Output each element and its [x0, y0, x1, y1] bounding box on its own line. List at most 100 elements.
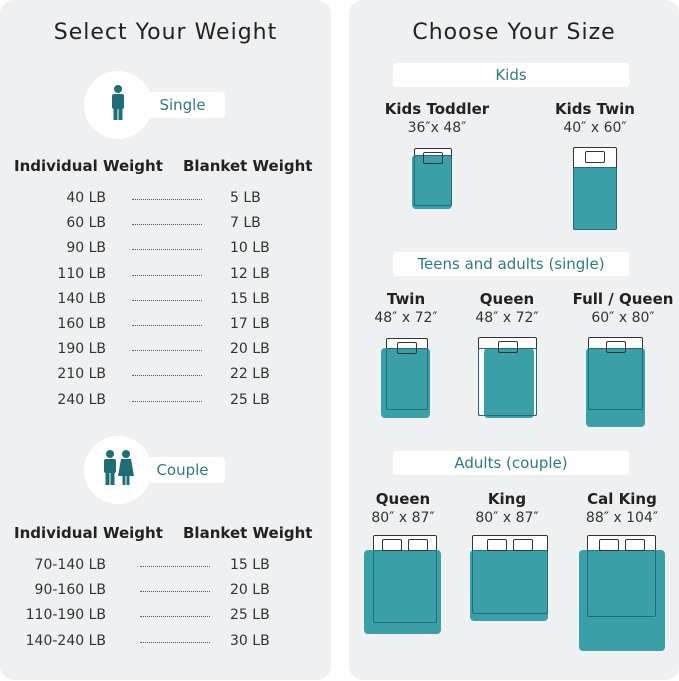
weight-row: 240 LB 25 LB — [0, 392, 331, 412]
section-kids: Kids — [393, 63, 629, 87]
blanket-icon — [586, 348, 645, 427]
blanket-icon — [484, 348, 534, 418]
bed-outline — [588, 348, 643, 410]
bed-dimensions: 60″ x 80″ — [591, 310, 655, 326]
pillow-icon — [605, 341, 626, 353]
individual-weight: 90-160 LB — [34, 582, 106, 599]
pillow-icon — [598, 539, 619, 551]
blanket-weight: 20 LB — [230, 582, 270, 599]
pillow-icon — [487, 539, 507, 551]
bed-dimensions: 40″ x 60″ — [563, 120, 627, 136]
bed-outline — [373, 550, 437, 623]
blanket-weight: 30 LB — [230, 632, 270, 649]
individual-weight: 210 LB — [57, 366, 106, 383]
blanket-weight-header: Blanket Weight — [183, 157, 313, 175]
bed-name: King — [487, 490, 527, 508]
bed-dimensions: 48″ x 72″ — [374, 310, 438, 326]
bed-dimensions: 36″x 48″ — [407, 120, 467, 136]
pillow-icon — [497, 341, 518, 353]
dotted-leader — [132, 199, 202, 200]
blanket-weight: 25 LB — [230, 607, 270, 624]
weight-row: 60 LB 7 LB — [0, 215, 331, 235]
dotted-leader — [132, 299, 202, 301]
dotted-leader — [132, 325, 202, 326]
blanket-icon — [412, 155, 452, 209]
dotted-leader — [132, 400, 202, 402]
dotted-leader — [132, 375, 202, 377]
individual-weight: 40 LB — [66, 190, 106, 206]
individual-weight: 90 LB — [66, 240, 106, 257]
size-title: Choose Your Size — [412, 20, 616, 45]
dotted-leader — [140, 566, 210, 567]
bed-dimensions: 80″ x 87″ — [475, 510, 539, 526]
individual-weight: 110 LB — [57, 265, 106, 282]
blanket-icon — [381, 348, 430, 418]
weight-title: Select Your Weight — [53, 20, 278, 45]
weight-row: 40 LB 5 LB — [0, 190, 331, 210]
pillow-icon — [423, 152, 443, 164]
blanket-weight: 20 LB — [230, 341, 270, 358]
weight-row: 110-190 LB 25 LB — [0, 607, 331, 627]
pillow-icon — [382, 539, 402, 551]
couple-blanket-weight-header: Blanket Weight — [183, 524, 313, 542]
bed-name: Full / Queen — [572, 290, 674, 308]
blanket-weight: 15 LB — [230, 290, 270, 307]
weight-row: 90 LB 10 LB — [0, 240, 331, 260]
individual-weight: 70-140 LB — [34, 557, 106, 573]
weight-row: 210 LB 22 LB — [0, 366, 331, 386]
bed-outline — [478, 348, 537, 416]
weight-row: 160 LB 17 LB — [0, 316, 331, 336]
individual-weight-header: Individual Weight — [14, 157, 163, 175]
individual-weight: 240 LB — [57, 391, 106, 408]
individual-weight: 190 LB — [57, 341, 106, 358]
person-icon — [84, 71, 152, 139]
blanket-weight: 22 LB — [230, 366, 270, 383]
weight-row: 90-160 LB 20 LB — [0, 582, 331, 602]
bed-outline — [386, 348, 428, 410]
blanket-weight: 12 LB — [230, 265, 270, 282]
pillow-icon — [408, 539, 428, 551]
bed-dimensions: 48″ x 72″ — [475, 310, 539, 326]
section-adults-couple: Adults (couple) — [393, 451, 629, 475]
dotted-leader — [140, 616, 210, 618]
blanket-weight: 5 LB — [230, 190, 261, 206]
bed-name: Queen — [375, 490, 431, 508]
weight-row: 70-140 LB 15 LB — [0, 557, 331, 577]
bed-name: Twin — [386, 290, 426, 308]
bed-outline — [587, 550, 656, 617]
dotted-leader — [140, 591, 210, 593]
weight-row: 190 LB 20 LB — [0, 341, 331, 361]
blanket-weight: 17 LB — [230, 316, 270, 332]
section-teens-adults: Teens and adults (single) — [393, 252, 629, 276]
bed-name: Queen — [479, 290, 535, 308]
individual-weight: 140-240 LB — [25, 632, 106, 649]
blanket-weight: 25 LB — [230, 391, 270, 408]
bed-outline — [573, 167, 617, 230]
blanket-icon — [573, 167, 617, 230]
blanket-icon — [470, 550, 548, 621]
bed-name: Cal King — [587, 490, 657, 508]
blanket-weight: 15 LB — [230, 557, 270, 573]
couple-icon — [84, 436, 152, 504]
individual-weight: 160 LB — [57, 316, 106, 332]
dotted-leader — [140, 641, 210, 643]
bed-name: Kids Toddler — [384, 100, 490, 118]
couple-individual-weight-header: Individual Weight — [14, 524, 163, 542]
individual-weight: 60 LB — [66, 215, 106, 232]
pillow-icon — [513, 539, 533, 551]
weight-panel: Select Your Weight Single Individual Wei… — [0, 0, 331, 680]
weight-row: 140-240 LB 30 LB — [0, 633, 331, 653]
bed-dimensions: 80″ x 87″ — [371, 510, 435, 526]
dotted-leader — [132, 350, 202, 352]
bed-dimensions: 88″ x 104″ — [585, 510, 659, 526]
blanket-icon — [579, 550, 665, 651]
dotted-leader — [132, 249, 202, 251]
dotted-leader — [132, 274, 202, 276]
individual-weight: 140 LB — [57, 290, 106, 307]
size-panel: Choose Your Size Kids Teens and adults (… — [349, 0, 679, 680]
bed-outline — [414, 155, 452, 206]
pillow-icon — [624, 539, 645, 551]
blanket-icon — [364, 550, 441, 634]
pillow-icon — [397, 342, 417, 354]
bed-name: Kids Twin — [555, 100, 635, 118]
